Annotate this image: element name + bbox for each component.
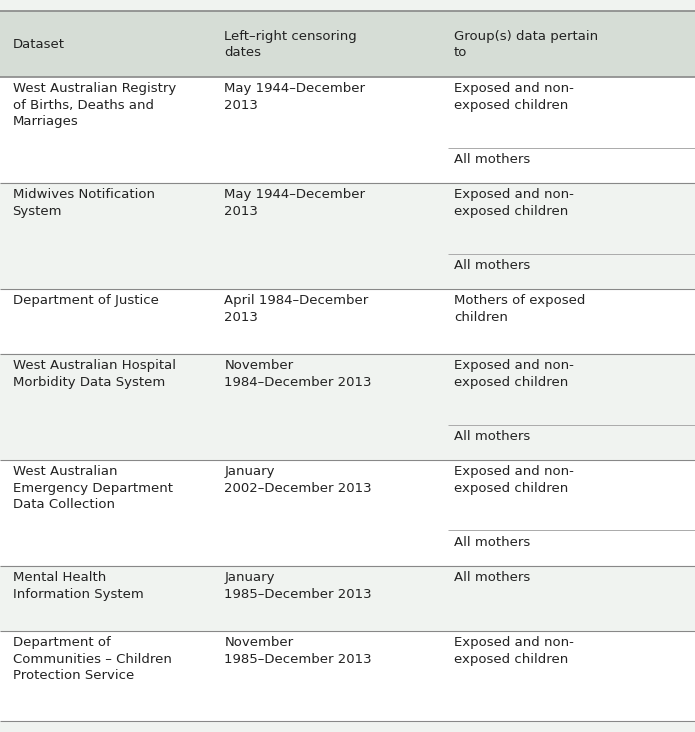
- Text: All mothers: All mothers: [454, 571, 530, 584]
- Text: May 1944–December
2013: May 1944–December 2013: [224, 188, 366, 217]
- Text: West Australian Registry
of Births, Deaths and
Marriages: West Australian Registry of Births, Deat…: [13, 83, 176, 128]
- Bar: [0, 566, 695, 631]
- Text: January
1985–December 2013: January 1985–December 2013: [224, 571, 372, 600]
- Bar: [0, 460, 695, 566]
- Text: Department of Justice: Department of Justice: [13, 294, 158, 307]
- Bar: [0, 77, 695, 183]
- Text: Dataset: Dataset: [13, 37, 65, 51]
- Text: November
1985–December 2013: November 1985–December 2013: [224, 636, 372, 666]
- Text: West Australian Hospital
Morbidity Data System: West Australian Hospital Morbidity Data …: [13, 359, 176, 389]
- Text: Department of
Communities – Children
Protection Service: Department of Communities – Children Pro…: [13, 636, 172, 682]
- Text: April 1984–December
2013: April 1984–December 2013: [224, 294, 369, 324]
- Text: Exposed and non-
exposed children: Exposed and non- exposed children: [454, 466, 573, 495]
- Text: Midwives Notification
System: Midwives Notification System: [13, 188, 154, 217]
- Bar: [0, 183, 695, 289]
- Text: Mental Health
Information System: Mental Health Information System: [13, 571, 143, 600]
- Text: Mothers of exposed
children: Mothers of exposed children: [454, 294, 585, 324]
- Bar: [0, 289, 695, 354]
- Text: West Australian
Emergency Department
Data Collection: West Australian Emergency Department Dat…: [13, 466, 172, 511]
- Text: Exposed and non-
exposed children: Exposed and non- exposed children: [454, 83, 573, 112]
- Bar: [0, 631, 695, 721]
- Text: Left–right censoring
dates: Left–right censoring dates: [224, 29, 357, 59]
- Bar: [0, 354, 695, 460]
- Text: January
2002–December 2013: January 2002–December 2013: [224, 466, 372, 495]
- Bar: [0, 11, 695, 77]
- Text: Exposed and non-
exposed children: Exposed and non- exposed children: [454, 359, 573, 389]
- Text: All mothers: All mothers: [454, 536, 530, 549]
- Text: Exposed and non-
exposed children: Exposed and non- exposed children: [454, 636, 573, 666]
- Text: November
1984–December 2013: November 1984–December 2013: [224, 359, 372, 389]
- Text: All mothers: All mothers: [454, 430, 530, 443]
- Text: Group(s) data pertain
to: Group(s) data pertain to: [454, 29, 598, 59]
- Text: Exposed and non-
exposed children: Exposed and non- exposed children: [454, 188, 573, 217]
- Text: All mothers: All mothers: [454, 259, 530, 272]
- Text: May 1944–December
2013: May 1944–December 2013: [224, 83, 366, 112]
- Text: All mothers: All mothers: [454, 153, 530, 166]
